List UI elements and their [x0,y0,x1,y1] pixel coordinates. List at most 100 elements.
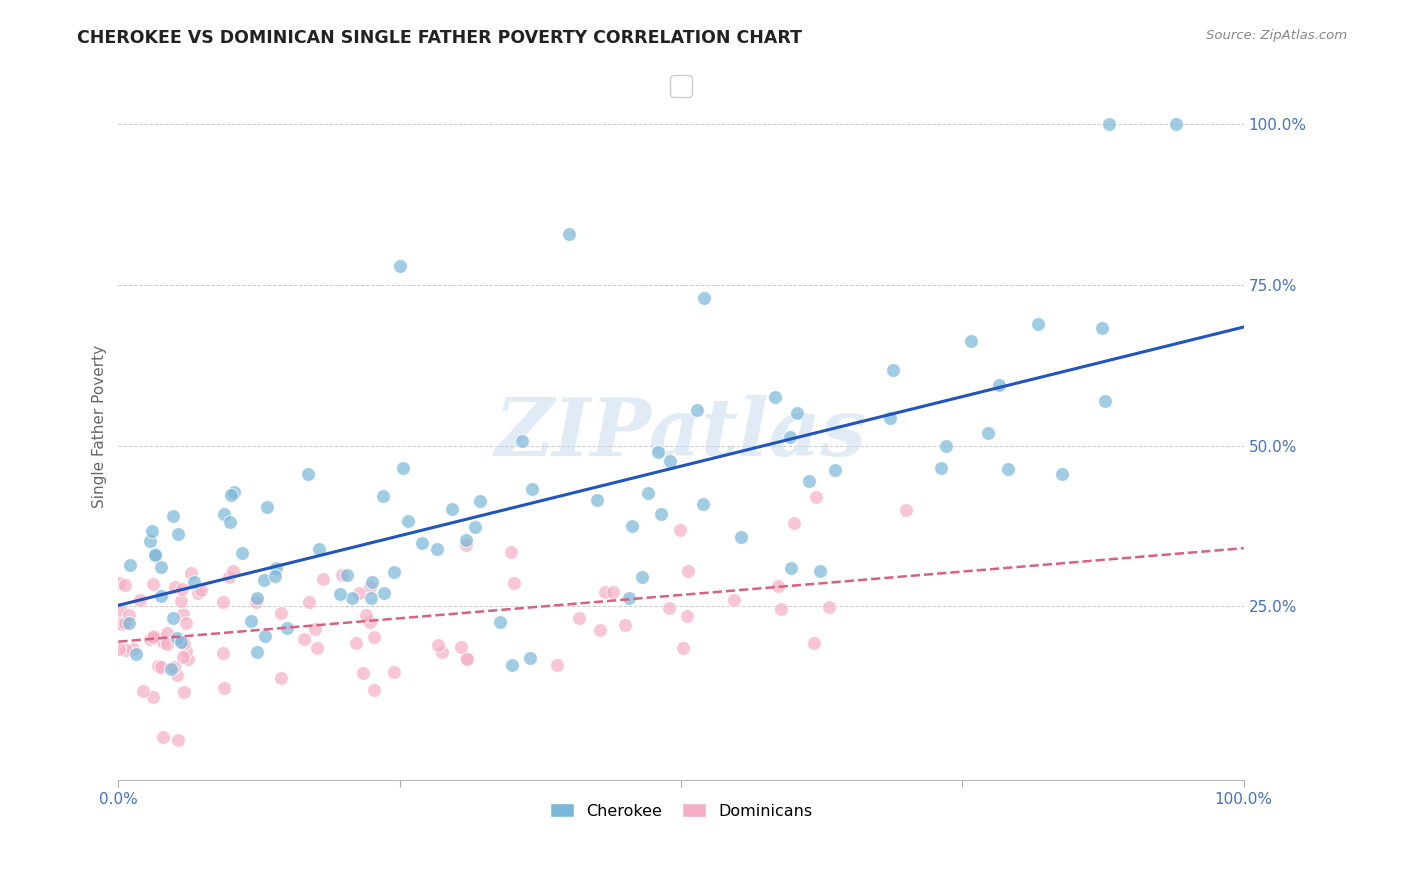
Point [166,668,188,682]
Point [392,461,415,475]
Point [352,665,374,680]
Point [503,576,526,591]
Point [1090,321,1112,335]
Point [617,591,640,606]
Point [637,485,659,500]
Point [359,615,381,629]
Point [780,560,803,574]
Point [519,651,541,665]
Point [212,508,235,522]
Point [266,561,288,575]
Point [344,636,367,650]
Point [107,615,129,630]
Point [470,494,492,508]
Point [222,484,245,499]
Point [631,570,654,584]
Point [162,508,184,523]
Point [510,434,533,448]
Point [108,642,131,657]
Point [297,467,319,481]
Point [723,592,745,607]
Point [108,576,131,591]
Point [456,652,478,666]
Point [824,463,846,477]
Point [692,291,714,305]
Point [382,665,405,680]
Point [246,591,269,605]
Point [148,658,170,673]
Point [499,545,522,559]
Point [329,587,352,601]
Point [456,651,478,665]
Point [117,607,139,622]
Legend: Cherokee, Dominicans: Cherokee, Dominicans [543,797,818,825]
Point [125,647,148,661]
Point [501,657,523,672]
Point [163,659,186,673]
Point [464,520,486,534]
Point [172,607,194,622]
Point [786,406,808,420]
Point [440,501,463,516]
Point [450,640,472,654]
Point [359,581,381,595]
Point [997,462,1019,476]
Point [456,538,478,552]
Text: ZIPatlas: ZIPatlas [495,395,868,472]
Point [1094,393,1116,408]
Point [143,549,166,563]
Point [142,631,165,645]
Point [139,632,162,646]
Point [686,403,709,417]
Point [308,542,330,557]
Point [360,591,382,605]
Point [152,730,174,744]
Point [769,602,792,616]
Point [373,586,395,600]
Point [388,259,411,273]
Point [118,615,141,630]
Point [170,582,193,597]
Point [602,585,624,599]
Point [430,645,453,659]
Point [568,611,591,625]
Point [132,683,155,698]
Point [311,572,333,586]
Point [382,566,405,580]
Y-axis label: Single Father Poverty: Single Father Poverty [93,345,107,508]
Point [669,523,692,537]
Point [114,578,136,592]
Point [896,503,918,517]
Point [808,564,831,578]
Point [613,617,636,632]
Point [270,671,292,685]
Point [139,533,162,548]
Point [797,474,820,488]
Point [766,579,789,593]
Point [520,482,543,496]
Point [426,541,449,556]
Point [155,637,177,651]
Point [347,586,370,600]
Point [115,643,138,657]
Point [336,568,359,582]
Point [152,634,174,648]
Point [110,617,132,632]
Point [170,594,193,608]
Point [162,611,184,625]
Point [882,363,904,377]
Point [330,568,353,582]
Point [172,649,194,664]
Point [149,560,172,574]
Point [219,516,242,530]
Point [804,490,827,504]
Point [396,515,419,529]
Point [363,682,385,697]
Point [546,658,568,673]
Point [264,569,287,583]
Point [212,647,235,661]
Point [817,599,839,614]
Point [190,582,212,597]
Point [803,636,825,650]
Point [960,334,983,348]
